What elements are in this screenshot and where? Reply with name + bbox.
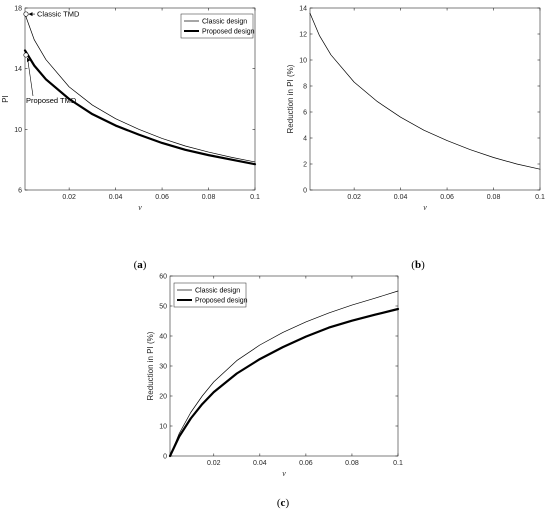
chart-b-xtick-label: 0.08 bbox=[487, 194, 501, 201]
chart-b-xtick-label: 0.06 bbox=[440, 194, 454, 201]
chart-a-series-classic-line bbox=[24, 13, 256, 163]
chart-c-legend: Classic design Proposed design bbox=[173, 282, 248, 308]
chart-a-annotation-classic-tmd-marker bbox=[23, 11, 29, 17]
chart-a-annotation-classic-tmd: Classic TMD bbox=[23, 10, 80, 19]
chart-a-ytick-label: 10 bbox=[14, 127, 22, 134]
panel-c: 0.02 0.04 0.06 0.08 0.1 0 10 20 30 40 50 60 ν Reducti… bbox=[146, 274, 403, 479]
chart-c-xtick-label: 0.08 bbox=[345, 460, 359, 467]
chart-c-ytick-label: 40 bbox=[159, 334, 167, 341]
chart-a-axes-box bbox=[24, 7, 256, 191]
chart-c-xlabel: ν bbox=[282, 469, 286, 478]
caption-b: (b) bbox=[411, 259, 425, 271]
chart-c-xtick-label: 0.02 bbox=[207, 460, 221, 467]
chart-a-ytick-label: 18 bbox=[14, 6, 22, 13]
chart-c-xtick-label: 0.04 bbox=[253, 460, 267, 467]
chart-b-ytick-label: 0 bbox=[303, 188, 307, 195]
chart-b-xtick-label: 0.02 bbox=[347, 194, 361, 201]
chart-c-ytick-label: 30 bbox=[159, 364, 167, 371]
chart-a-legend-box bbox=[180, 13, 254, 39]
chart-c-xtick-label: 0.1 bbox=[393, 460, 403, 467]
chart-b-ytick-label: 2 bbox=[303, 162, 307, 169]
chart-a-annotation-classic-tmd-label: Classic TMD bbox=[37, 10, 80, 19]
chart-b-ytick-label: 14 bbox=[299, 6, 307, 13]
chart-b-ylabel: Reduction in PI (%) bbox=[286, 64, 295, 133]
chart-c-ytick-label: 20 bbox=[159, 394, 167, 401]
chart-a-xtick-label: 0.06 bbox=[155, 194, 169, 201]
chart-a-xlabel: ν bbox=[138, 203, 142, 212]
caption-c: (c) bbox=[277, 497, 290, 509]
chart-a-xtick-label: 0.02 bbox=[62, 194, 76, 201]
chart-c-ytick-label: 60 bbox=[159, 274, 167, 281]
chart-b-ytick-label: 4 bbox=[303, 136, 307, 143]
chart-c-ylabel: Reduction in PI (%) bbox=[146, 331, 155, 400]
chart-b-ytick-label: 12 bbox=[299, 32, 307, 39]
chart-c-ytick-label: 0 bbox=[163, 454, 167, 461]
chart-c-ytick-label: 10 bbox=[159, 424, 167, 431]
chart-a-legend-label-proposed: Proposed design bbox=[202, 28, 255, 35]
chart-c-legend-label-proposed: Proposed design bbox=[195, 297, 248, 304]
chart-a-annotation-proposed-tmd-arrowhead bbox=[27, 57, 30, 63]
chart-b-ytick-label: 6 bbox=[303, 110, 307, 117]
chart-a-legend: Classic design Proposed design bbox=[180, 13, 255, 39]
chart-b-ytick-label: 8 bbox=[303, 84, 307, 91]
chart-a-ytick-label: 6 bbox=[18, 188, 22, 195]
chart-a-series-proposed-line bbox=[23, 49, 257, 166]
chart-c-legend-box bbox=[173, 282, 247, 308]
chart-c-series-classic-line bbox=[169, 290, 399, 457]
chart-c-legend-label-classic: Classic design bbox=[195, 287, 240, 294]
chart-a-annotation-classic-tmd-arrowhead bbox=[28, 12, 33, 17]
chart-b-ytick-label: 10 bbox=[299, 58, 307, 65]
chart-a-ylabel: PI bbox=[1, 95, 10, 103]
chart-b-xtick-label: 0.1 bbox=[535, 194, 545, 201]
chart-a-xtick-label: 0.04 bbox=[109, 194, 123, 201]
caption-a: (a) bbox=[134, 259, 147, 271]
chart-a-annotation-proposed-tmd-marker bbox=[23, 52, 29, 58]
chart-b-series-classic-line bbox=[309, 12, 541, 170]
chart-b-axes-box bbox=[309, 7, 541, 191]
chart-a-xtick-label: 0.1 bbox=[250, 194, 260, 201]
chart-a-annotation-proposed-tmd-arrow bbox=[27, 57, 34, 97]
chart-a-annotation-proposed-tmd: Proposed TMD bbox=[23, 52, 77, 105]
chart-b-xlabel: ν bbox=[423, 203, 427, 212]
chart-a-legend-label-classic: Classic design bbox=[202, 18, 247, 25]
chart-a-annotation-proposed-tmd-label: Proposed TMD bbox=[26, 96, 77, 105]
chart-c-xtick-label: 0.06 bbox=[299, 460, 313, 467]
chart-a-xtick-label: 0.08 bbox=[202, 194, 216, 201]
chart-c-series-proposed-line bbox=[168, 307, 400, 458]
chart-a-ytick-label: 14 bbox=[14, 66, 22, 73]
chart-b-xtick-label: 0.04 bbox=[394, 194, 408, 201]
chart-c-ytick-label: 50 bbox=[159, 304, 167, 311]
panel-b: 0.02 0.04 0.06 0.08 0.1 0 2 4 6 8 10 12 14 ν Reduction… bbox=[286, 6, 545, 213]
panel-a: 0.02 0.04 0.06 0.08 0.1 6 10 14 18 ν PI Classic des… bbox=[1, 6, 260, 213]
